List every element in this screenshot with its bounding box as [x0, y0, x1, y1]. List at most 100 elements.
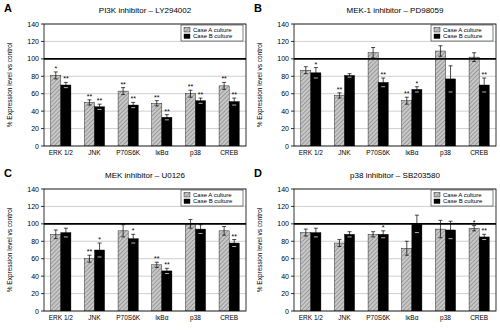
legend-box: [431, 190, 493, 206]
bar: [301, 70, 311, 146]
error-bar: [98, 243, 102, 257]
legend-label: Case A culture: [443, 27, 482, 33]
legend-label: Case A culture: [443, 192, 482, 198]
bar: [402, 248, 412, 311]
y-tick: [291, 93, 294, 94]
error-bar: [348, 74, 352, 77]
legend-label: Case B culture: [193, 33, 233, 39]
error-bar: [415, 87, 419, 92]
panel-letter: D: [254, 167, 262, 179]
x-tick-label: P70S6K: [366, 314, 391, 321]
labels: **********: [87, 227, 237, 268]
y-tick-label: 120: [27, 38, 39, 45]
bar: [402, 101, 412, 146]
panel-title: p38 inhibitor – SB203580: [350, 171, 440, 180]
bars: [51, 220, 240, 312]
y-tick-label: 20: [31, 125, 39, 132]
grid-line: [44, 276, 246, 277]
error-bar: [482, 234, 486, 239]
bar: [378, 82, 388, 146]
x-tick-label: CREB: [220, 314, 238, 321]
bar: [311, 73, 321, 146]
bar: [61, 85, 71, 146]
significance: **: [130, 95, 136, 102]
x-tick-label: JNK: [88, 314, 101, 321]
y-tick-label: 20: [281, 125, 289, 132]
bar: [229, 102, 239, 146]
y-axis-label: % Expression level vs control: [6, 207, 14, 292]
x-tick-label: p38: [190, 314, 201, 322]
x-tick-label: IκBα: [155, 149, 168, 156]
panel: Dp38 inhibitor – SB203580% Expression le…: [254, 167, 496, 322]
error-bar: [405, 241, 409, 255]
grid-line: [44, 128, 246, 129]
bar: [412, 89, 422, 146]
plot-frame: [294, 189, 496, 311]
significance: **: [164, 261, 170, 268]
bar: [95, 250, 105, 311]
error-bar: [64, 228, 68, 237]
legend: Case A cultureCase B culture: [181, 190, 243, 206]
y-tick: [291, 258, 294, 259]
panel-title: MEK-1 inhibitor – PD98059: [347, 6, 444, 15]
plot-area: [44, 189, 246, 311]
reference-line: [294, 58, 496, 60]
error-bar: [371, 48, 375, 58]
reference-line: [44, 58, 246, 60]
y-tick: [41, 76, 44, 77]
bar: [219, 86, 229, 146]
significance: **: [188, 83, 194, 90]
legend-swatch: [184, 193, 190, 198]
error-bar: [482, 78, 486, 92]
y-tick: [41, 93, 44, 94]
error-bar: [87, 255, 91, 262]
error-bar: [98, 104, 102, 109]
significance: **: [404, 90, 410, 97]
bar: [95, 107, 105, 146]
error-bar: [381, 78, 385, 87]
y-tick: [41, 41, 44, 42]
x-tick-label: IκBα: [405, 149, 418, 156]
plot-frame: [44, 189, 246, 311]
grid-line: [294, 258, 496, 259]
error-bar: [381, 231, 385, 238]
reference-line: [44, 223, 246, 225]
legend-swatch: [434, 199, 440, 204]
error-bar: [165, 268, 169, 273]
significance: **: [198, 91, 204, 98]
significance: *: [416, 80, 419, 87]
y-tick-label: 0: [35, 308, 39, 315]
significance: **: [87, 248, 93, 255]
x-tick-label: P70S6K: [366, 149, 391, 156]
bar: [84, 102, 94, 146]
panel-title: MEK inhibitor – U0126: [105, 171, 186, 180]
x-tick-label: CREB: [220, 149, 238, 156]
y-tick-label: 120: [27, 203, 39, 210]
y-tick: [41, 311, 44, 312]
y-tick-label: 80: [281, 238, 289, 245]
legend-label: Case A culture: [193, 192, 232, 198]
x-tick-label: CREB: [470, 314, 488, 321]
bar: [128, 239, 138, 311]
error-bar: [121, 225, 125, 237]
bar: [118, 231, 128, 311]
y-tick: [41, 189, 44, 190]
x-tick-label: p38: [440, 149, 451, 157]
y-tick: [291, 58, 294, 59]
y-tick: [291, 41, 294, 42]
significance: **: [337, 86, 343, 93]
plot-frame: [294, 24, 496, 146]
plot-area: [294, 24, 496, 146]
bar: [61, 233, 71, 311]
bar: [469, 228, 479, 311]
y-tick-label: 40: [31, 273, 39, 280]
bar: [219, 231, 229, 311]
bar: [162, 117, 172, 146]
bar: [311, 233, 321, 311]
y-tick-label: 100: [27, 55, 39, 62]
bar: [196, 101, 206, 146]
y-tick-label: 140: [27, 186, 39, 193]
bar: [345, 234, 355, 311]
bar: [334, 243, 344, 311]
y-axis-label: % Expression level vs control: [6, 42, 14, 127]
